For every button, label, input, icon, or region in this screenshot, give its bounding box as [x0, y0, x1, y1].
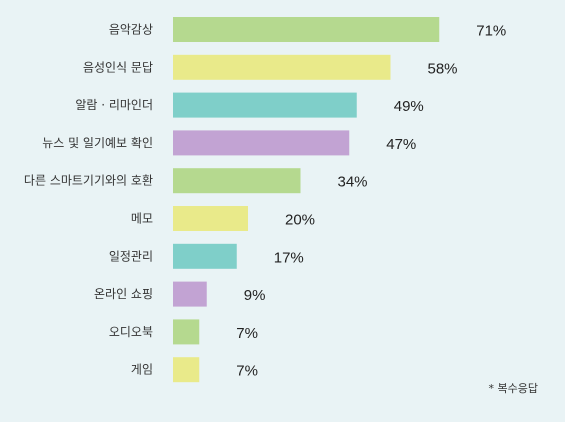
bar	[173, 206, 248, 231]
category-label: 알람 · 리마인더	[75, 98, 153, 112]
bar	[173, 319, 200, 345]
value-labels-group: 71% 58% 49% 47% 34% 20% 17% 9% 7% 7%	[236, 23, 506, 380]
category-label: 다른 스마트기기와의 호환	[24, 174, 153, 188]
bar	[173, 92, 357, 118]
value-label: 58%	[428, 60, 458, 77]
value-label: 34%	[338, 174, 368, 191]
category-label: 게임	[131, 363, 153, 377]
category-label: 오디오북	[109, 325, 153, 339]
value-label: 7%	[236, 325, 258, 342]
bar	[173, 168, 301, 194]
value-label: 17%	[274, 249, 304, 266]
category-label: 음악감상	[109, 23, 153, 37]
value-label: 9%	[244, 287, 266, 304]
value-label: 49%	[394, 98, 424, 115]
category-label: 온라인 쇼핑	[94, 287, 153, 301]
bar	[173, 130, 350, 156]
value-label: 47%	[386, 136, 416, 153]
category-label: 뉴스 및 일기예보 확인	[42, 136, 153, 150]
bar	[173, 243, 237, 269]
value-label: 71%	[476, 23, 506, 40]
bar	[173, 281, 207, 307]
category-label: 음성인식 문답	[83, 60, 153, 74]
footnote: * 복수응답	[489, 382, 538, 395]
bar	[173, 357, 200, 383]
value-label: 7%	[236, 363, 258, 380]
bar	[173, 17, 440, 42]
bar	[173, 54, 391, 80]
category-label: 메모	[131, 212, 153, 226]
bars-group	[173, 17, 440, 383]
value-label: 20%	[285, 212, 315, 229]
category-label: 일정관리	[109, 249, 153, 263]
